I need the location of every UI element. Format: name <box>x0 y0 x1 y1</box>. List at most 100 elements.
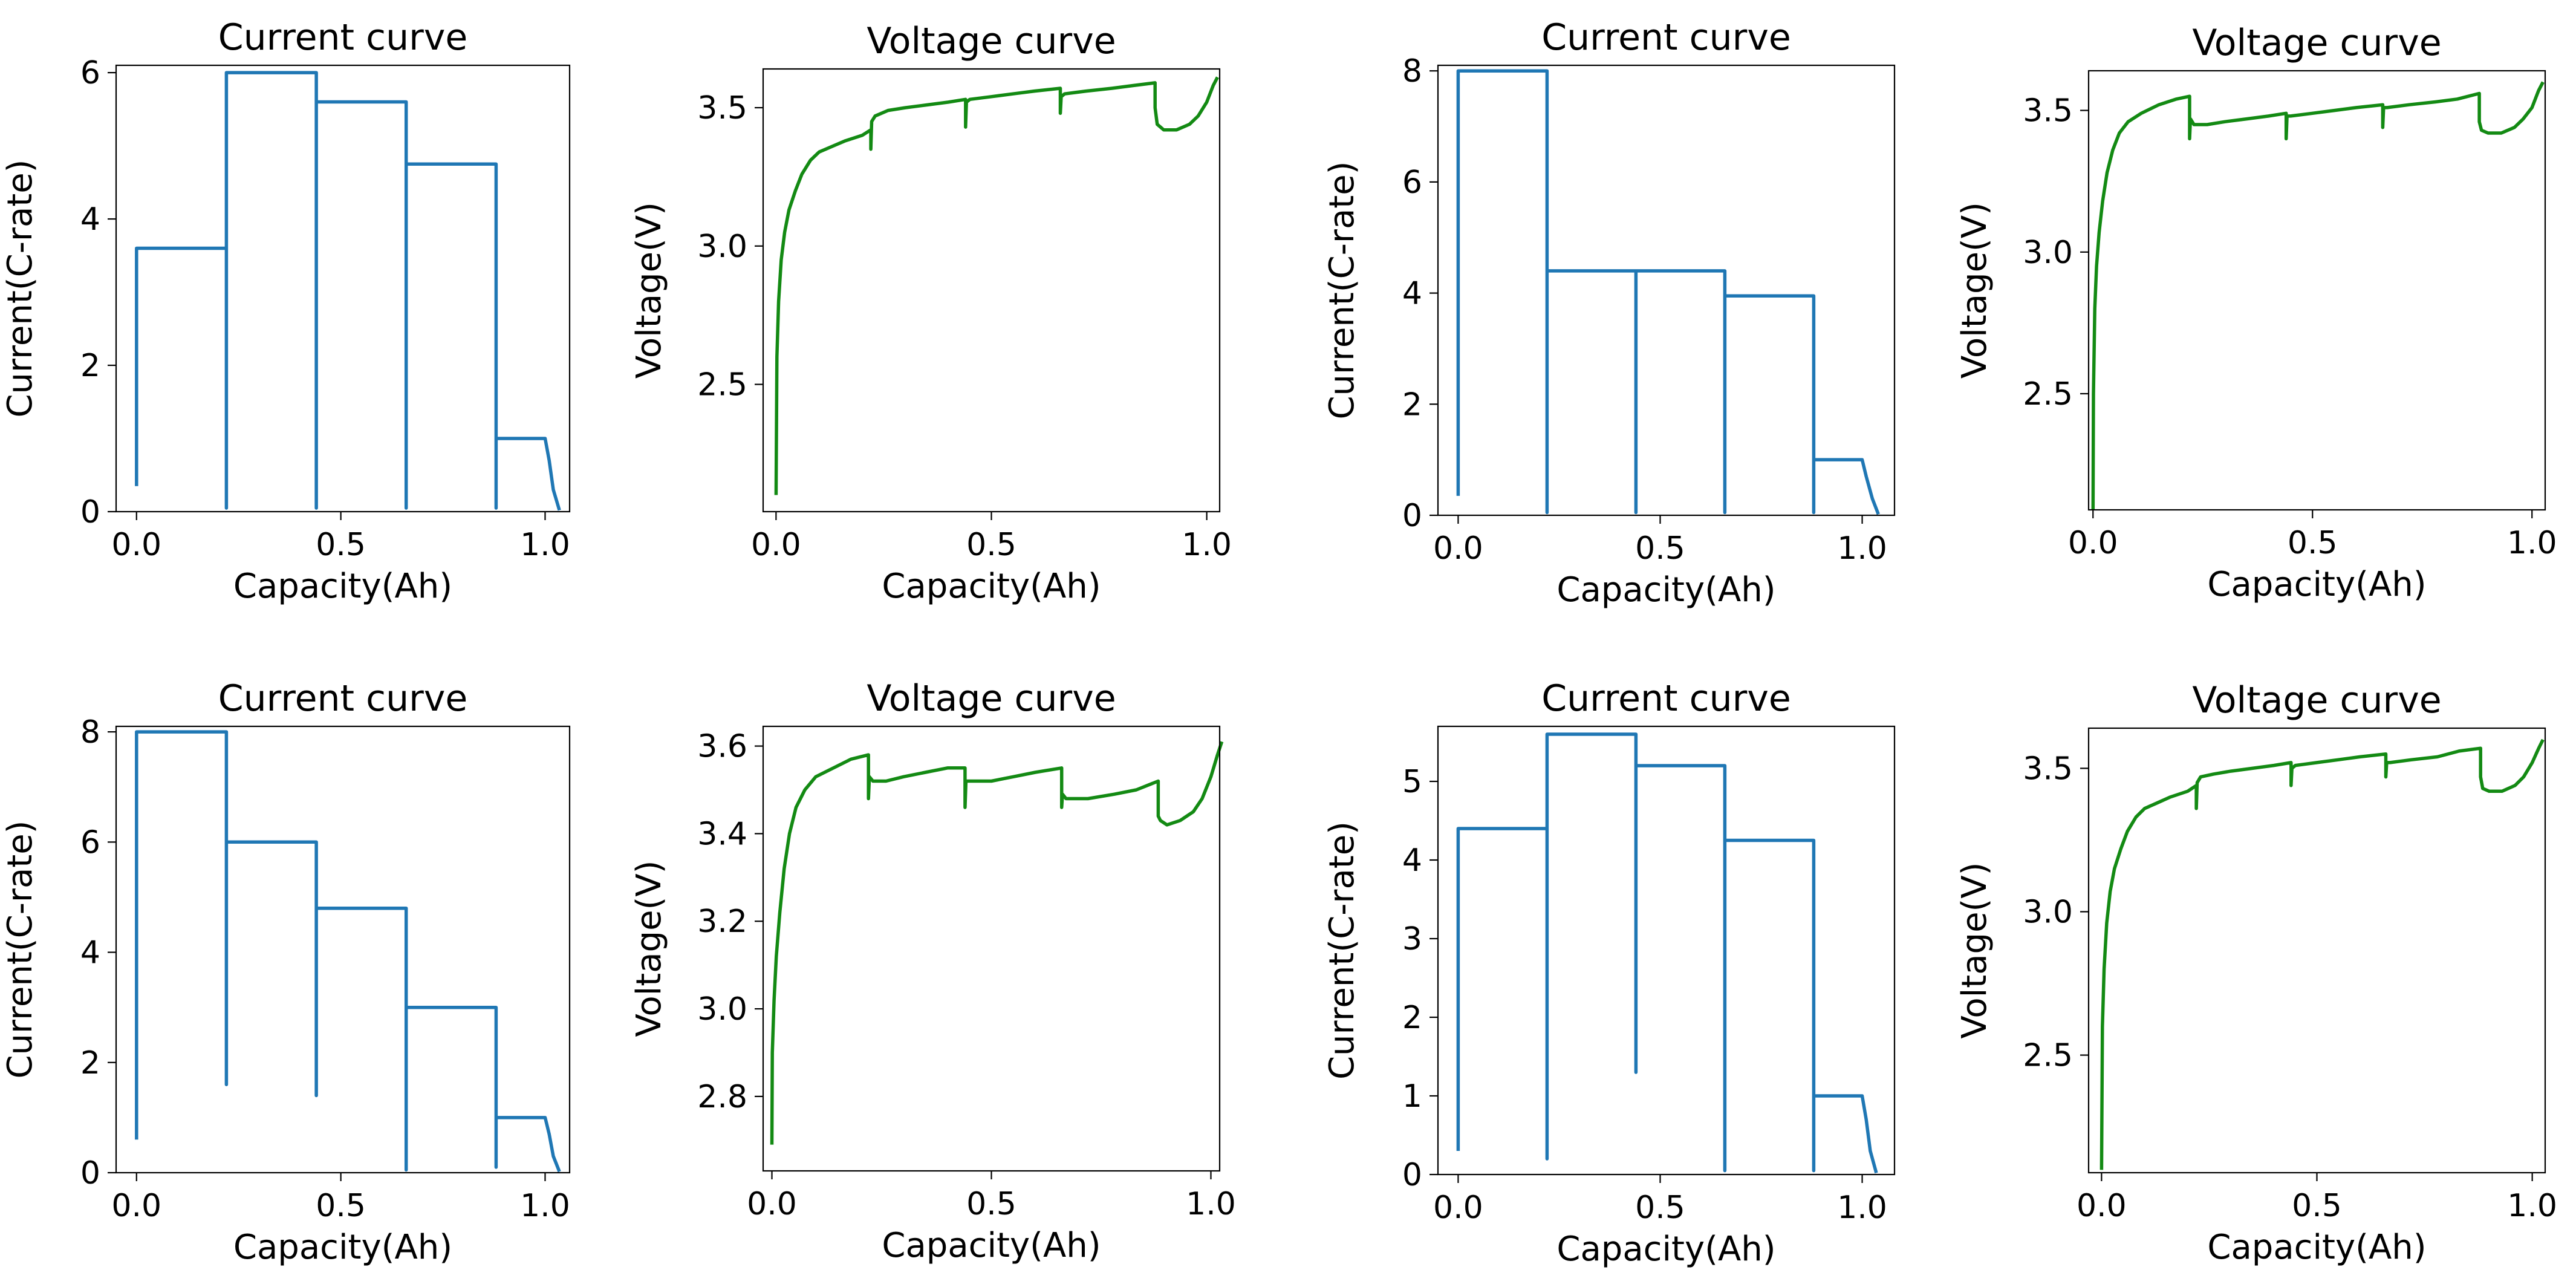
series-line-current <box>1456 69 1880 515</box>
chart-panel-2: 0.0 0.5 1.0 2.5 3.0 3.5 Voltage curve Capacity(… <box>629 20 1232 606</box>
chart-panel-7: 0.0 0.5 1.0 0 1 2 3 4 5 Current curve Capacity(Ah)… <box>1322 677 1896 1269</box>
x-tick-label: 1.0 <box>2507 1188 2557 1224</box>
y-tick-label: 3.5 <box>2023 93 2073 129</box>
x-axis-label: Capacity(Ah) <box>2207 1228 2426 1267</box>
chart-title: Current curve <box>218 16 468 59</box>
series-line-voltage <box>2100 738 2545 1170</box>
x-tick-label: 0.5 <box>966 527 1016 563</box>
y-axis-label: Current(C-rate) <box>1 820 40 1078</box>
y-tick-label: 1 <box>1402 1078 1422 1115</box>
series-line-current <box>1456 732 1878 1174</box>
x-axis-label: Capacity(Ah) <box>882 1226 1101 1265</box>
x-axis-label: Capacity(Ah) <box>233 1228 452 1267</box>
axes-frame <box>115 64 571 513</box>
x-tick-label: 0.5 <box>1635 530 1685 567</box>
y-axis-label: Voltage(V) <box>1955 862 1994 1038</box>
y-tick-label: 0 <box>80 1155 100 1191</box>
x-tick-label: 0.5 <box>2288 525 2338 561</box>
x-axis-label: Capacity(Ah) <box>1556 1230 1775 1269</box>
y-tick-label: 3.0 <box>697 991 747 1028</box>
chart-panel-6: 0.0 0.5 1.0 2.8 3.0 3.2 3.4 3.6 Voltage curve Cap… <box>629 677 1236 1265</box>
x-tick-label: 0.5 <box>966 1186 1016 1222</box>
y-axis-label: Voltage(V) <box>629 860 669 1037</box>
y-tick-label: 3.2 <box>697 904 747 940</box>
y-tick-label: 6 <box>80 55 100 91</box>
x-tick-label: 0.0 <box>111 1188 161 1224</box>
y-tick-label: 5 <box>1402 764 1422 800</box>
chart-title: Voltage curve <box>867 20 1116 62</box>
x-axis-label: Capacity(Ah) <box>882 567 1101 606</box>
y-tick-label: 4 <box>80 935 100 971</box>
y-tick-label: 3.0 <box>2023 894 2073 930</box>
axes-frame <box>1437 64 1896 516</box>
y-tick-label: 2.5 <box>697 367 747 403</box>
axes-frame <box>762 725 1221 1172</box>
chart-title: Current curve <box>218 677 468 720</box>
axes-frame <box>762 68 1221 513</box>
y-axis-label: Current(C-rate) <box>1 159 40 417</box>
chart-title: Current curve <box>1541 16 1791 59</box>
y-tick-label: 0 <box>1402 498 1422 534</box>
chart-title: Voltage curve <box>2192 679 2441 722</box>
x-tick-label: 1.0 <box>1837 530 1887 567</box>
chart-panel-1: 0.0 0.5 1.0 0 2 4 6 Current curve Capacity(Ah) Cu… <box>1 16 571 606</box>
x-tick-label: 1.0 <box>1186 1186 1236 1222</box>
y-tick-label: 2 <box>1402 386 1422 423</box>
x-tick-label: 1.0 <box>1837 1190 1887 1226</box>
chart-panel-8: 0.0 0.5 1.0 2.5 3.0 3.5 Voltage curve Capacity(… <box>1955 679 2557 1267</box>
y-tick-label: 3.0 <box>697 229 747 265</box>
x-tick-label: 0.0 <box>747 1186 797 1222</box>
y-tick-label: 0 <box>80 494 100 530</box>
chart-panel-3: 0.0 0.5 1.0 0 2 4 6 8 Current curve Capacity(Ah) C… <box>1322 16 1896 610</box>
x-tick-label: 0.0 <box>111 527 161 563</box>
x-axis-label: Capacity(Ah) <box>1556 570 1775 610</box>
axes-frame <box>2087 727 2546 1174</box>
x-tick-label: 0.5 <box>1635 1190 1685 1226</box>
chart-title: Current curve <box>1541 677 1791 720</box>
series-line-voltage <box>774 76 1219 495</box>
chart-panel-5: 0.0 0.5 1.0 0 2 4 6 8 Current curve Capacity(Ah) C… <box>1 677 571 1267</box>
x-axis-label: Capacity(Ah) <box>233 567 452 606</box>
x-tick-label: 1.0 <box>520 527 570 563</box>
y-tick-label: 6 <box>1402 165 1422 201</box>
x-tick-label: 0.0 <box>1433 530 1483 567</box>
y-tick-label: 3.0 <box>2023 235 2073 271</box>
y-axis-label: Voltage(V) <box>629 202 669 379</box>
y-axis-label: Current(C-rate) <box>1322 821 1362 1080</box>
series-line-voltage <box>770 741 1224 1145</box>
x-tick-label: 0.5 <box>2292 1188 2342 1224</box>
y-tick-label: 8 <box>1402 53 1422 90</box>
x-tick-label: 1.0 <box>1182 527 1232 563</box>
y-tick-label: 2.5 <box>2023 376 2073 412</box>
x-tick-label: 1.0 <box>520 1188 570 1224</box>
x-axis-label: Capacity(Ah) <box>2207 565 2426 604</box>
y-tick-label: 0 <box>1402 1157 1422 1193</box>
y-tick-label: 4 <box>80 201 100 238</box>
y-tick-label: 3.5 <box>697 90 747 126</box>
axes-frame <box>2087 70 2546 511</box>
x-tick-label: 0.0 <box>1433 1190 1483 1226</box>
y-tick-label: 2.5 <box>2023 1038 2073 1074</box>
x-tick-label: 0.0 <box>2077 1188 2127 1224</box>
chart-title: Voltage curve <box>867 677 1116 720</box>
series-line-current <box>135 71 561 511</box>
x-tick-label: 0.0 <box>751 527 801 563</box>
chart-panel-4: 0.0 0.5 1.0 2.5 3.0 3.5 Voltage curve Capacity(… <box>1955 22 2557 604</box>
series-line-voltage <box>2091 81 2545 510</box>
y-axis-label: Voltage(V) <box>1955 202 1994 379</box>
y-tick-label: 4 <box>1402 842 1422 879</box>
y-axis-label: Current(C-rate) <box>1322 161 1362 419</box>
y-tick-label: 8 <box>80 714 100 751</box>
y-tick-label: 2 <box>80 1045 100 1081</box>
y-tick-label: 6 <box>80 824 100 861</box>
y-tick-label: 2.8 <box>697 1079 747 1115</box>
x-tick-label: 0.0 <box>2068 525 2118 561</box>
y-tick-label: 2 <box>80 348 100 384</box>
y-tick-label: 3.6 <box>697 729 747 765</box>
chart-title: Voltage curve <box>2192 22 2441 64</box>
x-tick-label: 1.0 <box>2507 525 2557 561</box>
y-tick-label: 3.5 <box>2023 751 2073 787</box>
y-tick-label: 4 <box>1402 276 1422 312</box>
x-tick-label: 0.5 <box>316 1188 366 1224</box>
